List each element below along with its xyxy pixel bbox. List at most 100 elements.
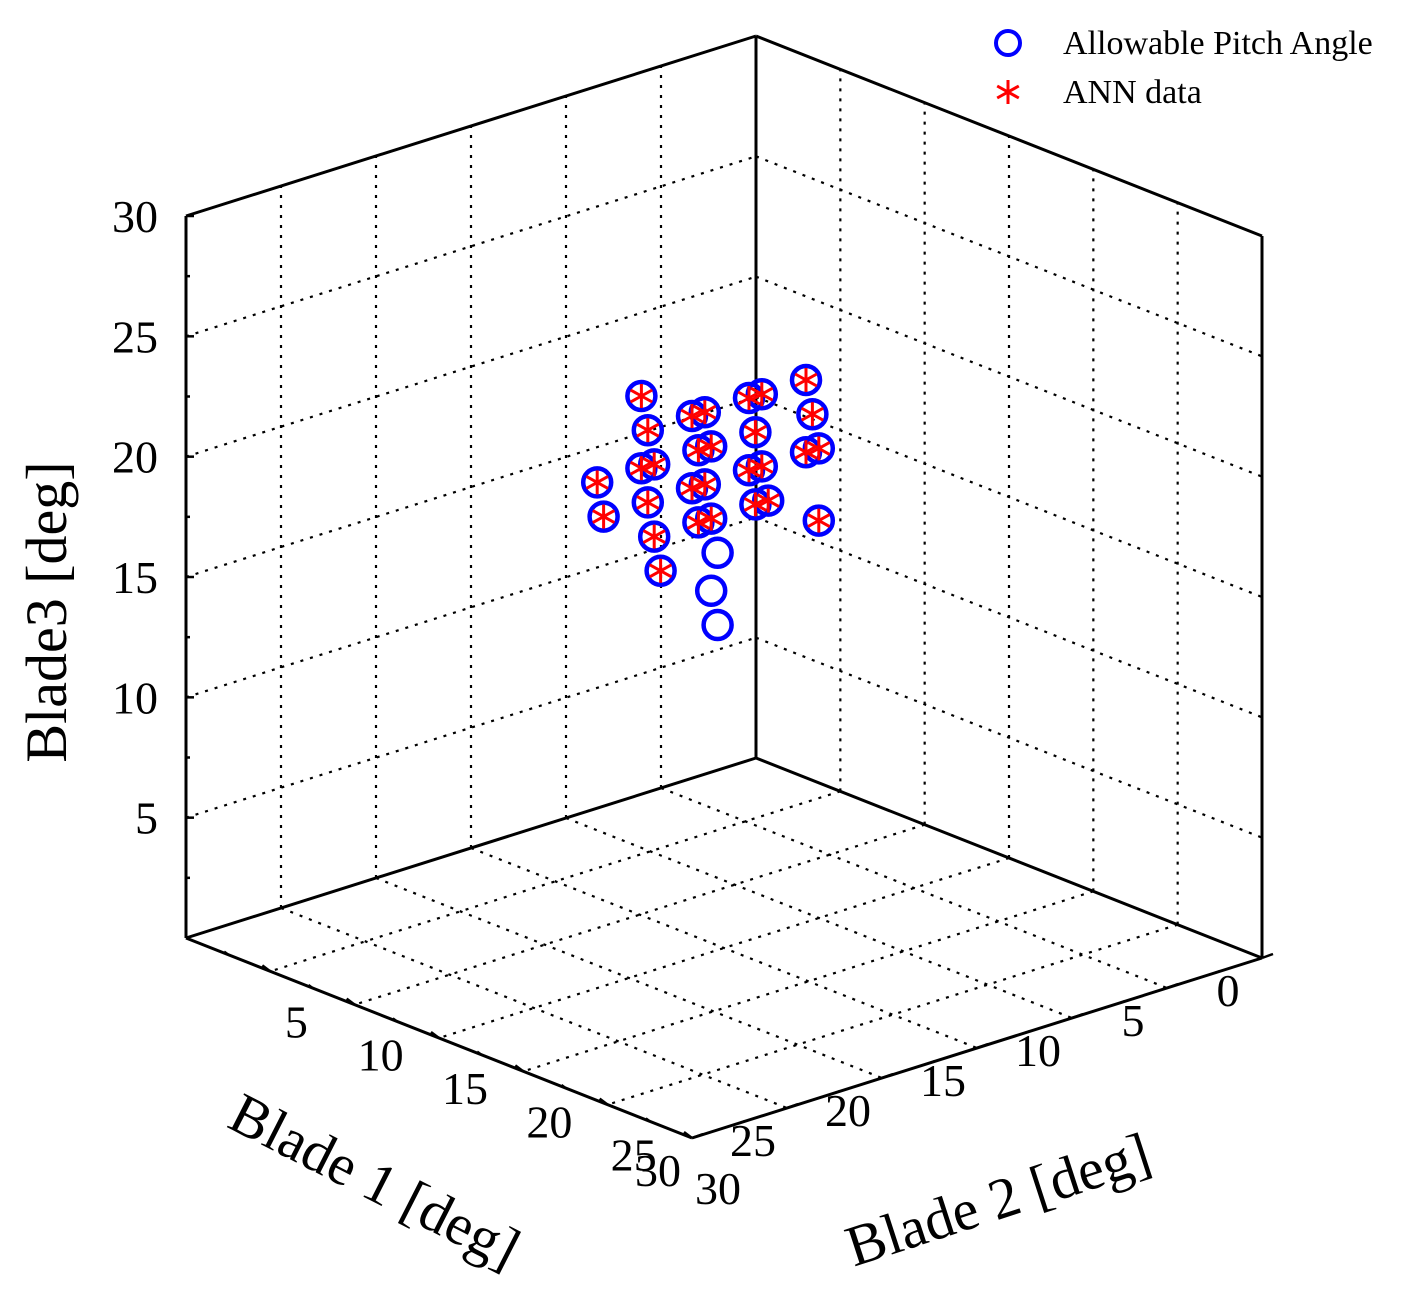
point-ann-data: [629, 456, 653, 481]
asterisk-stroke: [693, 404, 717, 420]
legend-label-ann: ANN data: [1063, 74, 1202, 111]
point-allowable-pitch-angle: [701, 536, 734, 570]
tick-mark-x: [1166, 982, 1179, 990]
tick-mark-x: [929, 1059, 936, 1065]
tick-label-x: 0: [1217, 965, 1240, 1016]
point-allowable-pitch-angle: [587, 500, 620, 533]
point-allowable-pitch-angle: [631, 486, 665, 519]
asterisk-stroke: [585, 475, 609, 490]
point-allowable-pitch-angle: [637, 520, 671, 553]
point-allowable-pitch-angle: [789, 363, 823, 397]
tick-label-y: 15: [442, 1063, 488, 1114]
point-ann-data: [649, 558, 673, 583]
point-allowable-pitch-angle: [796, 397, 829, 431]
asterisk-stroke: [743, 497, 767, 512]
axis-box-edge: [755, 756, 1263, 960]
legend-circle-marker: [994, 29, 1022, 57]
tick-mark-x: [1214, 969, 1221, 975]
legend-asterisk-glyph: [996, 80, 1020, 104]
point-allowable-pitch-angle: [580, 466, 614, 499]
asterisk-stroke: [750, 386, 774, 402]
tick-mark-y: [307, 984, 314, 989]
asterisk-stroke: [686, 442, 710, 458]
point-allowable-pitch-angle: [802, 504, 836, 537]
y-axis-title: Blade 2 [deg]: [838, 1120, 1158, 1279]
point-ann-data: [807, 508, 831, 533]
grid-line-x: [660, 786, 1168, 990]
asterisk-stroke: [794, 444, 818, 460]
asterisk-stroke: [699, 511, 723, 526]
tick-mark-x: [739, 1119, 746, 1125]
point-ann-data: [686, 510, 710, 535]
tick-label-y: 10: [358, 1030, 404, 1081]
point-allowable-pitch-angle: [631, 413, 665, 447]
tick-label-y: 20: [526, 1096, 572, 1147]
tick-mark-x: [691, 1132, 704, 1140]
tick-label-y: 25: [611, 1130, 657, 1181]
point-ann-data: [794, 368, 818, 392]
point-ann-data: [693, 400, 717, 425]
tick-mark-y: [261, 964, 272, 973]
asterisk-stroke: [636, 495, 660, 510]
grid-line-x: [470, 846, 978, 1050]
point-ann-data: [807, 436, 831, 461]
point-ann-data: [642, 524, 666, 549]
asterisk-stroke: [756, 493, 780, 508]
legend: Allowable Pitch Angle ANN data: [994, 25, 1373, 111]
point-ann-data: [585, 470, 609, 495]
tick-mark-x: [881, 1072, 894, 1080]
asterisk-stroke: [629, 388, 653, 404]
point-allowable-pitch-angle: [694, 574, 728, 608]
grid-layer: [185, 66, 1263, 1110]
grid-line-x: [375, 876, 883, 1080]
point-ann-data: [686, 438, 710, 463]
asterisk-stroke: [800, 406, 824, 422]
point-ann-data: [743, 420, 767, 445]
asterisk-stroke: [743, 424, 767, 440]
point-ann-data: [800, 402, 824, 427]
tick-label-z: 5: [135, 793, 158, 844]
tick-label-x: 20: [825, 1085, 871, 1136]
point-ann-data: [743, 492, 767, 517]
asterisk-stroke: [699, 439, 723, 454]
grid-line-y: [607, 923, 1178, 1106]
tick-mark-y: [514, 1064, 525, 1073]
asterisk-stroke: [636, 422, 660, 438]
tick-mark-x: [1024, 1029, 1031, 1035]
asterisk-stroke: [996, 84, 1020, 100]
tick-mark-x: [834, 1089, 841, 1095]
asterisk-stroke: [680, 408, 704, 424]
tick-mark-y: [345, 997, 356, 1006]
asterisk-stroke: [629, 460, 653, 476]
point-ann-data: [794, 440, 818, 465]
point-allowable-pitch-angle: [739, 415, 772, 449]
asterisk-stroke: [642, 529, 666, 544]
grid-line-x: [565, 816, 1073, 1020]
tick-mark-x: [976, 1042, 989, 1050]
point-ann-data: [693, 472, 717, 497]
asterisk-stroke: [807, 513, 831, 528]
tick-mark-x: [786, 1102, 799, 1110]
point-ann-data: [680, 404, 704, 428]
tick-mark-y: [223, 950, 229, 956]
point-ann-data: [592, 504, 616, 529]
tick-label-z: 10: [112, 672, 158, 723]
asterisk-stroke: [737, 390, 761, 406]
tick-mark-x: [1261, 952, 1274, 960]
tick-label-x: 10: [1015, 1025, 1061, 1076]
tick-label-x: 15: [920, 1055, 966, 1106]
tick-mark-y: [392, 1017, 398, 1023]
asterisk-stroke: [649, 563, 673, 579]
tick-mark-y: [430, 1031, 440, 1039]
point-allowable-pitch-angle: [701, 608, 734, 642]
point-ann-data: [699, 434, 723, 459]
asterisk-stroke: [680, 480, 704, 496]
tick-mark-y: [598, 1097, 609, 1106]
point-ann-data: [737, 386, 761, 410]
point-ann-data: [750, 382, 774, 407]
axis-box-edge: [755, 34, 1263, 238]
point-ann-data: [699, 506, 723, 531]
point-ann-data: [636, 490, 660, 515]
